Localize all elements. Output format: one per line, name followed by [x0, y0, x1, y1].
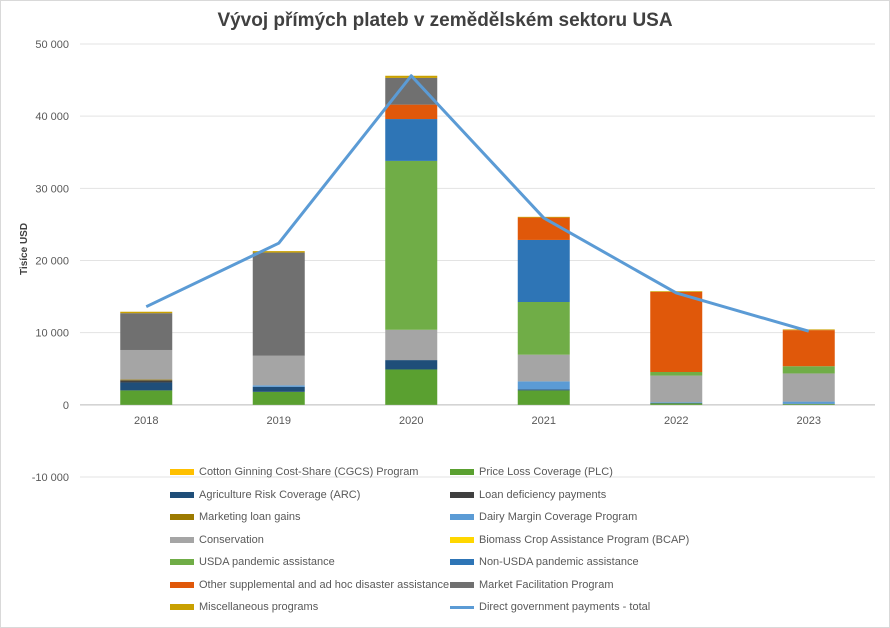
x-tick-label: 2023 — [797, 415, 821, 427]
bar-segment — [782, 373, 835, 402]
legend-label: Dairy Margin Coverage Program — [479, 511, 638, 523]
bar-segment — [782, 404, 835, 405]
bar-segment — [517, 389, 570, 391]
legend-label: Other supplemental and ad hoc disaster a… — [199, 578, 450, 591]
legend-item: Market Facilitation Program — [450, 579, 614, 591]
bar-segment — [650, 371, 703, 376]
legend-item: Price Loss Coverage (PLC) — [450, 466, 613, 478]
legend-label: Non-USDA pandemic assistance — [479, 556, 639, 568]
bar-segment — [650, 403, 703, 405]
bar-segment — [517, 390, 570, 405]
y-tick-label: 40 000 — [35, 111, 69, 123]
y-tick-label: 20 000 — [35, 256, 69, 268]
bar-segment — [650, 402, 703, 404]
bar-segment — [120, 313, 173, 350]
x-tick-label: 2019 — [267, 415, 291, 427]
bar-segment — [385, 329, 438, 361]
legend-item: Cotton Ginning Cost-Share (CGCS) Program — [170, 466, 418, 478]
bar-segment — [517, 381, 570, 390]
legend-swatch — [450, 491, 474, 498]
legend-label: USDA pandemic assistance — [199, 556, 335, 568]
legend-item: Marketing loan gains — [170, 511, 301, 523]
legend-item: Conservation — [170, 534, 264, 546]
legend-item: Agriculture Risk Coverage (ARC) — [170, 489, 360, 501]
bar-segment — [120, 390, 173, 405]
bar-segment — [120, 382, 173, 391]
bar-segment — [385, 119, 438, 161]
bar-segment — [385, 160, 438, 330]
y-tick-label: 10 000 — [35, 328, 69, 340]
legend-label: Loan deficiency payments — [479, 488, 607, 501]
legend-item: USDA pandemic assistance — [170, 556, 335, 568]
legend-label: Marketing loan gains — [199, 511, 301, 523]
y-tick-label: 0 — [63, 400, 69, 412]
legend-label: Agriculture Risk Coverage (ARC) — [199, 488, 361, 501]
legend-swatch — [450, 514, 474, 520]
bar-segment — [120, 379, 173, 381]
legend-label: Market Facilitation Program — [479, 578, 614, 591]
chart-title: Vývoj přímých plateb v zemědělském sekto… — [217, 10, 673, 31]
bar-segment — [517, 217, 570, 240]
legend-item: Non-USDA pandemic assistance — [450, 556, 639, 568]
legend-swatch — [170, 604, 194, 610]
x-tick-label: 2022 — [664, 415, 688, 427]
x-tick-label: 2020 — [399, 415, 423, 427]
legend-swatch — [450, 605, 474, 609]
y-tick-label: -10 000 — [32, 472, 69, 484]
bar-segment — [650, 291, 703, 372]
bar-segment — [650, 375, 703, 403]
bar-segment — [252, 385, 305, 387]
legend-swatch — [170, 536, 194, 543]
bar-segment — [782, 330, 835, 367]
bar-segment — [385, 104, 438, 120]
legend-label: Miscellaneous programs — [199, 601, 319, 613]
legend-item: Biomass Crop Assistance Program (BCAP) — [450, 534, 689, 546]
bar-segment — [782, 366, 835, 374]
legend-swatch — [170, 559, 194, 565]
legend-swatch — [170, 491, 194, 498]
bar-segment — [120, 349, 173, 380]
bar-segment — [252, 252, 305, 356]
legend-swatch — [450, 559, 474, 565]
legend-swatch — [450, 581, 474, 588]
legend-item: Miscellaneous programs — [170, 601, 318, 613]
legend-label: Biomass Crop Assistance Program (BCAP) — [479, 533, 690, 546]
bar-segment — [252, 386, 305, 392]
x-tick-label: 2021 — [532, 415, 556, 427]
x-tick-label: 2018 — [134, 415, 158, 427]
legend-swatch — [450, 536, 474, 543]
bar-segment — [252, 251, 305, 253]
bar-segment — [782, 401, 835, 404]
legend-item: Other supplemental and ad hoc disaster a… — [170, 579, 449, 591]
bar-segment — [120, 380, 173, 383]
bar-segment — [385, 369, 438, 405]
legend-item: Direct government payments - total — [450, 601, 650, 613]
bar-segment — [252, 391, 305, 405]
bar-segment — [517, 354, 570, 382]
legend-swatch — [170, 514, 194, 520]
bar-segment — [252, 355, 305, 386]
legend-label: Direct government payments - total — [479, 601, 651, 613]
legend-label: Price Loss Coverage (PLC) — [479, 466, 613, 478]
legend-swatch — [450, 469, 474, 475]
legend-label: Conservation — [199, 533, 264, 546]
bar-segment — [517, 301, 570, 355]
legend-label: Cotton Ginning Cost-Share (CGCS) Program — [199, 466, 419, 478]
total-line — [145, 74, 810, 333]
legend-swatch — [170, 469, 194, 475]
legend-item: Loan deficiency payments — [450, 489, 606, 501]
bar-segment — [385, 77, 438, 105]
y-tick-label: 30 000 — [35, 183, 69, 195]
legend-swatch — [170, 581, 194, 588]
bar-segment — [517, 239, 570, 302]
bar-segment — [385, 360, 438, 370]
y-tick-label: 50 000 — [35, 39, 69, 51]
bar-segment — [120, 311, 173, 314]
legend-item: Dairy Margin Coverage Program — [450, 511, 637, 523]
